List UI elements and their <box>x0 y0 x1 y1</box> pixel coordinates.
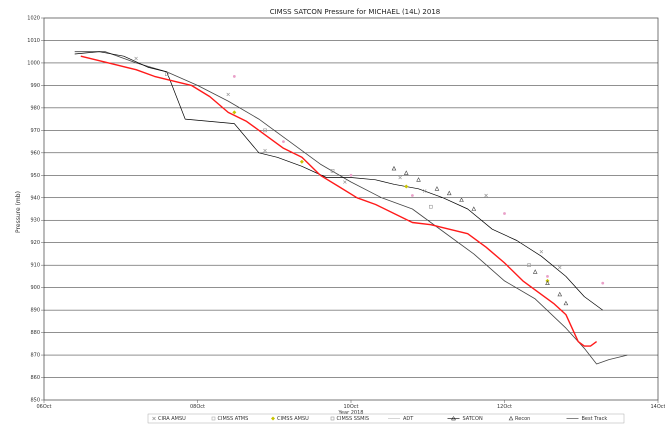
point-recon <box>563 300 569 306</box>
point-cimss-ssmis <box>165 72 169 76</box>
point-recon <box>545 280 550 285</box>
y-tick-label: 880 <box>30 330 40 336</box>
legend-swatch-marker <box>451 415 456 421</box>
point-recon <box>446 190 452 196</box>
point-cimss-ssmis <box>527 263 531 267</box>
y-axis-title: Pressure (mb) <box>15 191 22 233</box>
point-recon <box>391 165 397 171</box>
x-tick-label: 12Oct <box>497 404 512 410</box>
legend-swatch <box>330 416 335 421</box>
legend: CIRA AMSU CIMSS ATMS CIMSS AMSU CIMSS SSMIS… <box>147 413 625 424</box>
point-cira-amsu <box>539 249 544 254</box>
legend-swatch <box>508 415 514 421</box>
legend-label: ADT <box>403 416 414 422</box>
point-cimss-amsu <box>232 110 237 115</box>
legend-swatch <box>211 416 216 421</box>
point-cira-amsu <box>558 265 562 270</box>
y-tick-label: 990 <box>30 83 40 89</box>
point-recon <box>403 170 409 175</box>
y-tick-label: 960 <box>30 150 40 156</box>
point-cimss-ssmis <box>263 128 267 133</box>
point-recon <box>416 177 421 182</box>
point-adt <box>601 281 605 285</box>
point-cimss-ssmis <box>429 204 433 209</box>
legend-label: SATCON <box>463 416 483 422</box>
legend-label: CIMSS AMSU <box>277 416 309 422</box>
point-cira-amsu <box>263 148 267 153</box>
x-tick-label: 10Oct <box>343 404 358 410</box>
point-adt <box>282 140 285 143</box>
legend-label: CIRA AMSU <box>158 416 186 422</box>
y-tick-label: 870 <box>30 353 40 359</box>
point-recon <box>532 269 538 274</box>
point-cira-amsu <box>134 56 138 61</box>
x-tick-label: 08Oct <box>190 404 205 410</box>
point-recon <box>459 197 464 202</box>
legend-label: CIMSS SSMIS <box>337 416 370 422</box>
y-tick-label: 890 <box>30 308 40 314</box>
y-tick-label: 980 <box>30 105 40 111</box>
point-cira-amsu <box>398 175 402 180</box>
scatter-group <box>134 56 605 306</box>
y-axis-ticks: 850 860 870 880 890 900 910 920 930 940 950 960 970 9… <box>27 16 44 404</box>
x-axis-sublabel: Year 2018 <box>338 410 364 416</box>
y-tick-label: 860 <box>30 375 40 381</box>
y-tick-label: 970 <box>30 128 40 134</box>
y-tick-label: 850 <box>30 398 40 404</box>
point-cimss-ssmis <box>330 169 335 173</box>
point-adt <box>546 275 549 278</box>
legend-label: CIMSS ATMS <box>218 416 249 422</box>
y-tick-label: 1020 <box>27 16 40 22</box>
x-tick-label: 06Oct <box>36 404 51 410</box>
x-tick-label: 14Oct <box>650 404 665 410</box>
x-axis-ticks: 06Oct 08Oct 10Oct 12Oct 14Oct Year 2018 <box>36 400 665 416</box>
point-cira-amsu <box>343 180 347 184</box>
point-cira-amsu <box>484 193 488 198</box>
y-tick-label: 1000 <box>27 60 40 66</box>
legend-box <box>147 413 625 424</box>
legend-swatch <box>271 416 275 421</box>
point-cira-amsu <box>226 92 230 97</box>
point-recon <box>471 206 477 211</box>
plot-frame <box>43 17 659 401</box>
series-line-best-track <box>74 51 628 365</box>
point-adt <box>503 212 506 215</box>
point-cira-amsu <box>422 189 427 193</box>
point-cimss-amsu <box>404 184 409 189</box>
point-adt <box>349 173 353 177</box>
legend-swatch <box>152 416 156 421</box>
point-cimss-amsu <box>299 159 304 164</box>
chart-title: CIMSS SATCON Pressure for MICHAEL (14L) … <box>270 8 441 16</box>
y-tick-label: 940 <box>30 195 40 201</box>
legend-label: Recon <box>515 416 530 422</box>
y-tick-label: 900 <box>30 285 40 291</box>
point-recon <box>434 186 440 191</box>
series-group <box>74 51 628 365</box>
y-tick-label: 950 <box>30 173 40 179</box>
legend-label: Best Track <box>582 416 608 422</box>
series-line-satcon <box>74 51 603 311</box>
y-tick-label: 1010 <box>27 38 40 44</box>
series-line-satcon-smoothed <box>80 55 598 347</box>
y-tick-label: 920 <box>30 240 40 246</box>
point-recon <box>557 291 563 297</box>
y-tick-label: 910 <box>30 263 40 269</box>
point-adt <box>232 75 236 78</box>
point-adt <box>411 194 414 197</box>
grid-lines <box>44 40 658 378</box>
y-tick-label: 930 <box>30 218 40 224</box>
